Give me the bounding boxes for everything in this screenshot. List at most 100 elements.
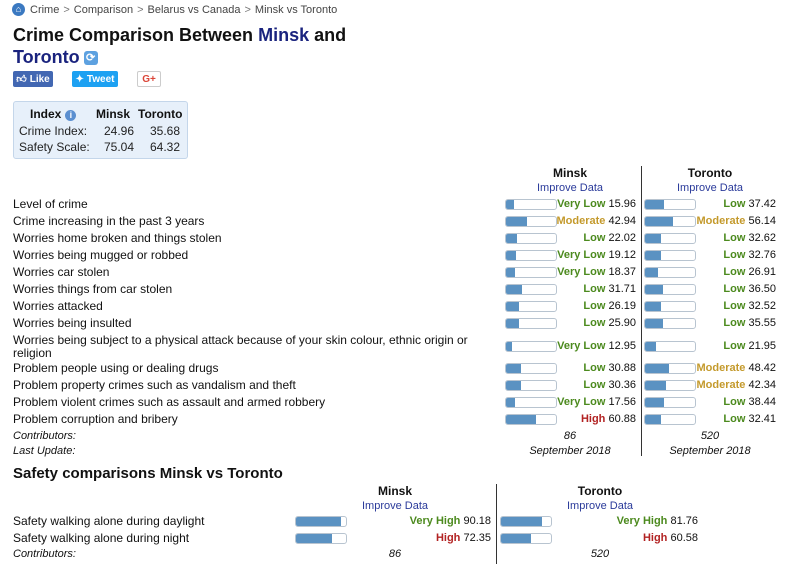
rating-value: 81.76 [670,515,698,527]
index-header: Index i [30,107,77,121]
breadcrumb-crime[interactable]: Crime [30,3,60,16]
score-bar-city1 [505,216,557,227]
score-bar-city2 [644,233,696,244]
rating-value: 17.56 [608,396,636,408]
breadcrumb-separator: > [137,3,144,16]
score-bar-city1 [505,318,557,329]
rating-label: Low [583,283,606,295]
score-bar-fill [506,381,522,390]
column-divider [641,166,642,456]
home-icon[interactable]: ⌂ [12,3,25,16]
google-plus-button[interactable]: G+ [137,71,161,87]
score-bar-fill [296,517,342,526]
score-bar-city1 [505,414,557,425]
last-update-city1: September 2018 [529,445,611,457]
score-bar-fill [506,319,519,328]
rating-city2: Low 32.76 [656,249,776,261]
score-bar-fill [645,342,656,351]
rating-city2: High 60.58 [578,532,698,544]
safety-contributors-city2: 520 [590,548,610,560]
tweet-label: Tweet [86,73,115,85]
title-city1: Minsk [258,25,310,45]
score-bar-fill [506,234,517,243]
rating-city1: High 72.35 [371,532,491,544]
rating-city2: Moderate 56.14 [656,215,777,227]
score-bar-fill [645,268,659,277]
improve-data-link-city1[interactable]: Improve Data [536,182,604,194]
rating-value: 32.76 [748,249,776,261]
score-bar-fill [296,534,333,543]
score-bar-city1 [505,250,557,261]
rating-label: Low [723,198,746,210]
rating-label: Low [583,300,606,312]
crime-index-label: Crime Index: [19,124,88,138]
crime-row-label: Problem violent crimes such as assault a… [13,395,326,409]
breadcrumb-comparison[interactable]: Comparison [73,3,134,16]
refresh-icon[interactable]: ⟳ [83,51,98,65]
crime-row-label: Worries attacked [13,299,103,313]
score-bar-city1 [295,533,347,544]
safety-col-header-city1: Minsk [377,484,412,498]
rating-label: High [580,413,606,425]
tweet-button[interactable]: ✦ Tweet [72,71,118,87]
rating-city1: Very Low 17.56 [516,396,636,408]
score-bar-fill [506,364,522,373]
safety-section-title: Safety comparisons Minsk vs Toronto [13,465,283,482]
score-bar-fill [506,415,537,424]
rating-label: Very Low [557,396,606,408]
rating-value: 18.37 [608,266,636,278]
rating-value: 30.36 [608,379,636,391]
crime-row-label: Worries home broken and things stolen [13,231,222,245]
score-bar-city2 [644,267,696,278]
crime-row-label: Crime increasing in the past 3 years [13,214,205,228]
crime-row-label: Worries being mugged or robbed [13,248,189,262]
score-bar-fill [506,217,528,226]
rating-label: Very Low [557,340,606,352]
rating-label: Very Low [557,198,606,210]
rating-city2: Low 26.91 [656,266,776,278]
score-bar-city1 [505,363,557,374]
improve-data-link-city2[interactable]: Improve Data [676,182,744,194]
twitter-bird-icon: ✦ [75,73,84,85]
safety-column-divider [496,484,497,564]
score-bar-fill [506,342,513,351]
rating-value: 25.90 [608,317,636,329]
rating-city1: Low 30.36 [516,379,636,391]
score-bar-city1 [505,341,557,352]
rating-label: Moderate [696,379,746,391]
crime-row-label: Level of crime [13,197,88,211]
rating-value: 12.95 [608,340,636,352]
facebook-like-button[interactable]: 👍︎ Like [13,71,53,87]
rating-city2: Low 38.44 [656,396,776,408]
rating-city1: Very Low 19.12 [516,249,636,261]
rating-label: Low [583,317,606,329]
title-joiner: and [314,25,347,45]
crime-index-city2: 35.68 [149,124,180,138]
safety-scale-city2: 64.32 [149,140,180,154]
contributors-city2: 520 [700,430,720,442]
safety-row-label: Safety walking alone during night [13,531,190,545]
rating-label: Very Low [557,249,606,261]
rating-value: 21.95 [748,340,776,352]
breadcrumb: ⌂ Crime > Comparison > Belarus vs Canada… [12,3,337,16]
score-bar-fill [501,517,542,526]
rating-city1: Low 26.19 [516,300,636,312]
score-bar-city2 [644,363,696,374]
rating-value: 38.44 [748,396,776,408]
rating-city1: Very Low 15.96 [516,198,636,210]
info-icon[interactable]: i [65,110,77,121]
breadcrumb-cities: Minsk vs Toronto [254,3,338,16]
safety-improve-link-city2[interactable]: Improve Data [566,500,634,512]
score-bar-fill [645,251,662,260]
rating-city1: Low 30.88 [516,362,636,374]
score-bar-city1 [505,301,557,312]
safety-improve-link-city1[interactable]: Improve Data [361,500,429,512]
score-bar-city1 [295,516,347,527]
contributors-city1: 86 [563,430,577,442]
breadcrumb-countries[interactable]: Belarus vs Canada [147,3,241,16]
rating-city1: Low 25.90 [516,317,636,329]
rating-city2: Moderate 42.34 [656,379,777,391]
rating-value: 26.91 [748,266,776,278]
rating-label: Low [723,340,746,352]
rating-label: Low [583,362,606,374]
